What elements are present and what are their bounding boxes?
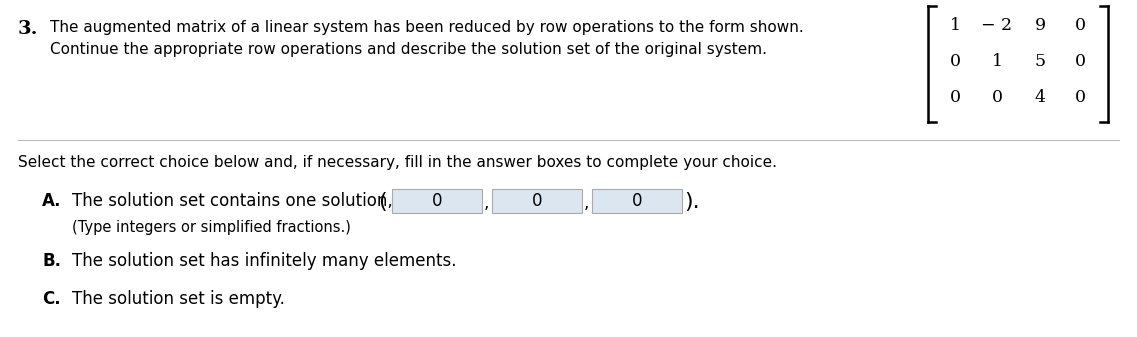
Text: (: ( <box>377 192 387 212</box>
Text: C.: C. <box>42 290 60 308</box>
Text: The solution set contains one solution,: The solution set contains one solution, <box>72 192 392 210</box>
Text: 0: 0 <box>991 90 1003 106</box>
Text: The solution set is empty.: The solution set is empty. <box>72 290 285 308</box>
Text: B.: B. <box>42 252 61 270</box>
Text: − 2: − 2 <box>981 18 1013 34</box>
Text: ,: , <box>484 194 489 212</box>
Text: ,: , <box>584 194 589 212</box>
Text: 0: 0 <box>432 192 442 210</box>
Text: 4: 4 <box>1035 90 1046 106</box>
Text: The augmented matrix of a linear system has been reduced by row operations to th: The augmented matrix of a linear system … <box>50 20 804 35</box>
FancyBboxPatch shape <box>492 189 582 213</box>
Text: 1: 1 <box>949 18 961 34</box>
FancyBboxPatch shape <box>392 189 482 213</box>
Text: 0: 0 <box>1074 54 1086 70</box>
Text: 1: 1 <box>991 54 1003 70</box>
Text: Continue the appropriate row operations and describe the solution set of the ori: Continue the appropriate row operations … <box>50 42 767 57</box>
Text: The solution set has infinitely many elements.: The solution set has infinitely many ele… <box>72 252 456 270</box>
Text: Select the correct choice below and, if necessary, fill in the answer boxes to c: Select the correct choice below and, if … <box>18 155 777 170</box>
Text: 3.: 3. <box>18 20 39 38</box>
Text: (Type integers or simplified fractions.): (Type integers or simplified fractions.) <box>72 220 351 235</box>
Text: A.: A. <box>42 192 61 210</box>
Text: 0: 0 <box>949 54 961 70</box>
FancyBboxPatch shape <box>592 189 682 213</box>
Text: 0: 0 <box>1074 90 1086 106</box>
Text: 0: 0 <box>949 90 961 106</box>
Text: 0: 0 <box>532 192 542 210</box>
Text: 9: 9 <box>1035 18 1046 34</box>
Text: 0: 0 <box>1074 18 1086 34</box>
Text: 5: 5 <box>1035 54 1046 70</box>
Text: ).: ). <box>684 192 699 212</box>
Text: 0: 0 <box>632 192 642 210</box>
